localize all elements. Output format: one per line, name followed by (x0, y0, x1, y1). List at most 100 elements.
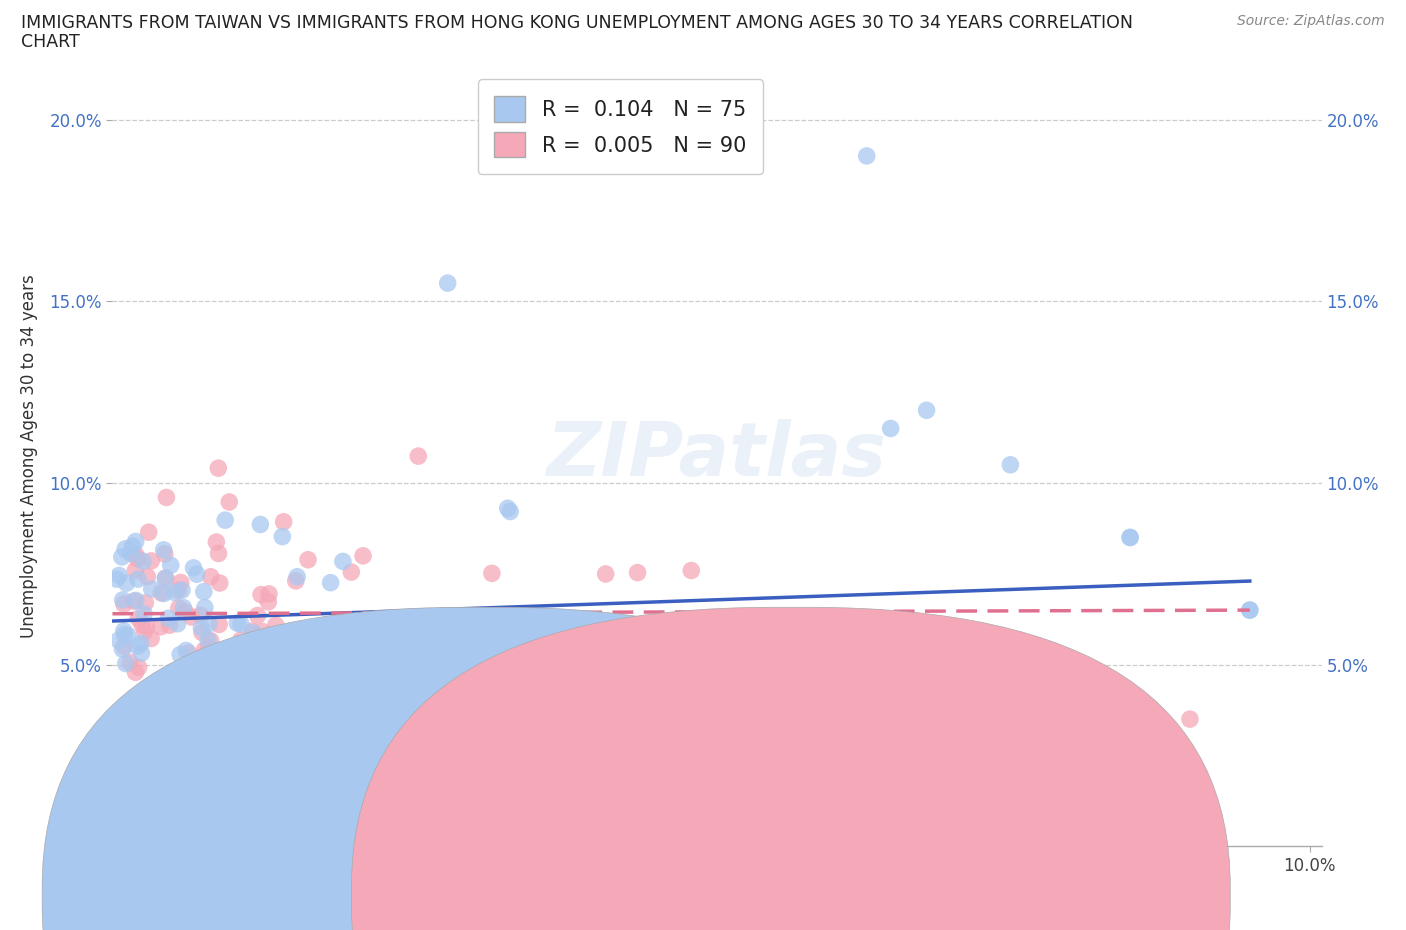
Point (124, 563, 146, 578)
Point (132, 606, 155, 621)
Point (111, 592, 134, 607)
Point (257, 594, 280, 609)
Point (127, 639, 149, 654)
Point (124, 708, 146, 723)
Point (240, 624, 263, 639)
Point (252, 624, 274, 639)
Point (557, 621, 579, 636)
Point (107, 632, 129, 647)
Point (159, 558, 181, 573)
Point (342, 628, 364, 643)
Text: IMMIGRANTS FROM TAIWAN VS IMMIGRANTS FROM HONG KONG UNEMPLOYMENT AMONG AGES 30 T: IMMIGRANTS FROM TAIWAN VS IMMIGRANTS FRO… (21, 14, 1133, 32)
Point (134, 624, 156, 639)
Point (120, 546, 142, 561)
Point (169, 647, 191, 662)
Point (138, 525, 160, 539)
Point (208, 576, 231, 591)
Point (114, 657, 136, 671)
Point (253, 634, 276, 649)
Point (136, 569, 159, 584)
Point (141, 581, 163, 596)
Point (170, 583, 193, 598)
Point (121, 538, 143, 553)
Point (262, 671, 284, 686)
Point (135, 618, 157, 633)
Point (548, 639, 571, 654)
Point (273, 514, 295, 529)
Point (340, 565, 363, 579)
Point (207, 546, 229, 561)
Point (166, 617, 188, 631)
Point (155, 570, 177, 585)
Point (186, 566, 208, 581)
Point (467, 671, 489, 685)
Point (125, 534, 148, 549)
Point (131, 645, 153, 660)
Point (111, 642, 134, 657)
Point (194, 600, 217, 615)
Point (174, 643, 197, 658)
Point (394, 736, 416, 751)
Point (122, 593, 145, 608)
Point (855, 149, 877, 164)
Point (114, 541, 136, 556)
Y-axis label: Unemployment Among Ages 30 to 34 years: Unemployment Among Ages 30 to 34 years (21, 273, 38, 638)
Point (939, 664, 962, 679)
Point (143, 683, 166, 698)
Point (676, 671, 699, 686)
Point (190, 620, 212, 635)
Point (190, 608, 212, 623)
Point (153, 586, 176, 601)
Point (229, 632, 252, 647)
Point (427, 621, 450, 636)
Point (242, 625, 264, 640)
Point (217, 673, 239, 688)
Point (127, 551, 149, 566)
Point (111, 550, 134, 565)
Point (626, 565, 648, 580)
Point (681, 563, 703, 578)
Point (183, 561, 205, 576)
Point (127, 572, 149, 587)
Point (1059, 711, 1081, 726)
Point (314, 645, 336, 660)
Point (174, 658, 197, 673)
Point (108, 568, 131, 583)
Point (1059, 711, 1081, 726)
Point (153, 547, 176, 562)
Point (250, 587, 273, 602)
Point (142, 684, 165, 698)
Point (125, 713, 148, 728)
Point (132, 553, 155, 568)
Point (246, 608, 269, 623)
Point (297, 552, 319, 567)
Point (117, 628, 139, 643)
Legend: R =  0.104   N = 75, R =  0.005   N = 90: R = 0.104 N = 75, R = 0.005 N = 90 (478, 79, 763, 174)
Point (150, 586, 173, 601)
Point (572, 636, 595, 651)
Point (141, 631, 163, 646)
Point (141, 553, 163, 568)
Text: CHART: CHART (21, 33, 80, 50)
Point (218, 495, 240, 510)
Point (1239, 603, 1261, 618)
Point (125, 690, 148, 705)
Point (505, 678, 527, 693)
Point (257, 587, 280, 602)
Point (134, 595, 156, 610)
Point (205, 535, 228, 550)
Point (239, 632, 262, 647)
Point (131, 618, 153, 632)
Point (271, 681, 294, 696)
Point (112, 597, 135, 612)
Point (118, 655, 141, 670)
Point (105, 572, 128, 587)
Point (406, 448, 429, 463)
Point (285, 569, 308, 584)
Point (1119, 530, 1142, 545)
Point (1000, 664, 1022, 679)
Point (879, 421, 901, 436)
Point (127, 611, 149, 626)
Point (167, 583, 190, 598)
Point (129, 636, 152, 651)
